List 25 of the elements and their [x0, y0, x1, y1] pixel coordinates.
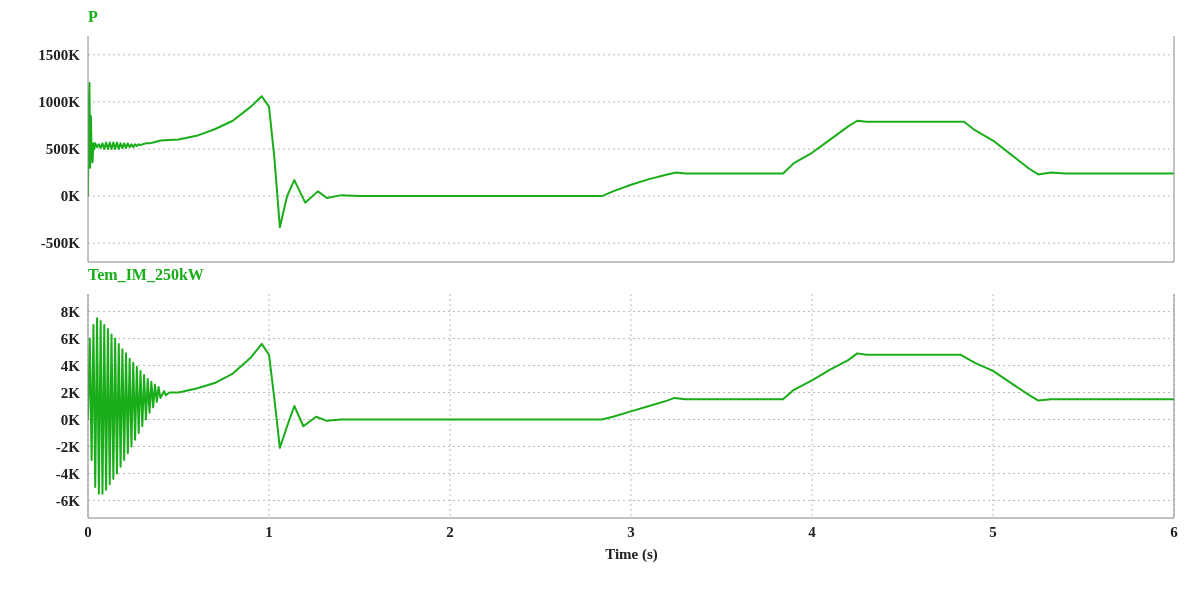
x-tick-label: 4: [808, 523, 817, 540]
y-tick-label: 0K: [60, 411, 81, 428]
y-tick-label: 6K: [60, 330, 81, 347]
y-tick-label: -500K: [40, 235, 81, 252]
line-series: [88, 317, 1174, 495]
y-tick-label: 500K: [45, 141, 81, 158]
line-series: [88, 82, 1174, 229]
y-tick-label: -2K: [55, 438, 81, 455]
x-tick-label: 1: [265, 523, 273, 540]
x-tick-label: 6: [1170, 523, 1179, 540]
x-tick-label: 3: [627, 523, 635, 540]
chart-title: Tem_IM_250kW: [88, 266, 205, 285]
y-tick-label: 0K: [60, 188, 81, 205]
chart-title: P: [88, 8, 99, 27]
y-tick-label: 1500K: [38, 47, 81, 64]
y-tick-label: -4K: [55, 465, 81, 482]
y-tick-label: -6K: [55, 492, 81, 509]
x-tick-label: 2: [446, 523, 454, 540]
y-tick-label: 4K: [60, 357, 81, 374]
x-axis-title: Time (s): [604, 546, 659, 563]
y-tick-label: 8K: [60, 303, 81, 320]
y-tick-label: 2K: [60, 384, 81, 401]
x-tick-label: 5: [989, 523, 997, 540]
y-tick-label: 1000K: [38, 94, 81, 111]
x-tick-label: 0: [84, 523, 92, 540]
